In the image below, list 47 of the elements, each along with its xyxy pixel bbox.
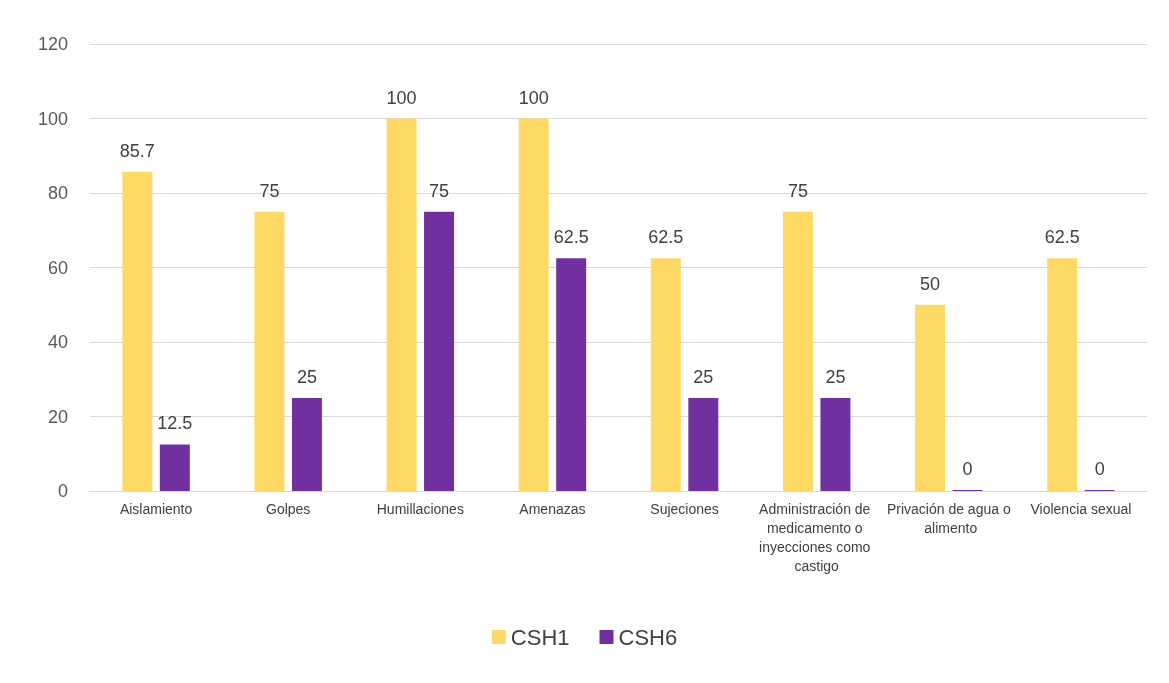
- legend-label: CSH1: [510, 624, 570, 650]
- bar: [424, 211, 455, 491]
- bar: [254, 211, 285, 491]
- data-label: 75: [429, 180, 450, 201]
- y-tick-label: 120: [37, 34, 68, 54]
- y-tick-label: 40: [47, 332, 68, 352]
- data-label: 0: [1094, 459, 1105, 479]
- x-tick-label: Violencia sexual: [1030, 500, 1132, 517]
- bar: [782, 211, 813, 491]
- legend-label: CSH6: [618, 624, 678, 650]
- bar: [820, 397, 851, 491]
- data-label: 62.5: [648, 227, 684, 248]
- data-label: 62.5: [1044, 227, 1080, 248]
- x-tick-label: Aislamiento: [119, 500, 193, 517]
- y-tick-label: 20: [47, 406, 68, 427]
- x-tick-label: Amenazas: [519, 500, 586, 517]
- bar: [650, 258, 681, 491]
- data-label: 0: [962, 459, 973, 479]
- bar: [291, 397, 322, 491]
- data-label: 62.5: [553, 227, 589, 248]
- data-label: 12.5: [157, 413, 193, 434]
- data-label: 100: [518, 87, 549, 108]
- x-tick-label: Administración de medicamento o inyecciones como castigo: [759, 500, 875, 574]
- x-tick-label: Sujeciones: [650, 500, 719, 517]
- y-tick-label: 100: [37, 108, 68, 129]
- y-tick-label: 60: [47, 257, 68, 278]
- data-label: 75: [787, 180, 808, 201]
- bar: [122, 171, 153, 491]
- x-tick-label: Privación de agua o alimento: [886, 500, 1011, 536]
- data-label: 50: [920, 273, 941, 294]
- bar: [159, 444, 190, 491]
- x-tick-label: Golpes: [266, 500, 311, 517]
- y-tick-label: 80: [47, 183, 68, 203]
- data-label: 85.7: [119, 140, 155, 161]
- x-tick-label: Humillaciones: [376, 500, 464, 517]
- bar: [518, 118, 549, 491]
- bar: [1047, 258, 1078, 491]
- data-label: 100: [386, 87, 417, 108]
- bar: [556, 258, 587, 491]
- bar: [915, 304, 946, 491]
- bar: [688, 397, 719, 491]
- y-tick-label: 0: [57, 481, 68, 501]
- data-label: 25: [693, 366, 714, 387]
- bar: [386, 118, 417, 491]
- data-label: 25: [825, 366, 846, 387]
- data-label: 75: [259, 180, 280, 201]
- data-label: 25: [296, 366, 317, 387]
